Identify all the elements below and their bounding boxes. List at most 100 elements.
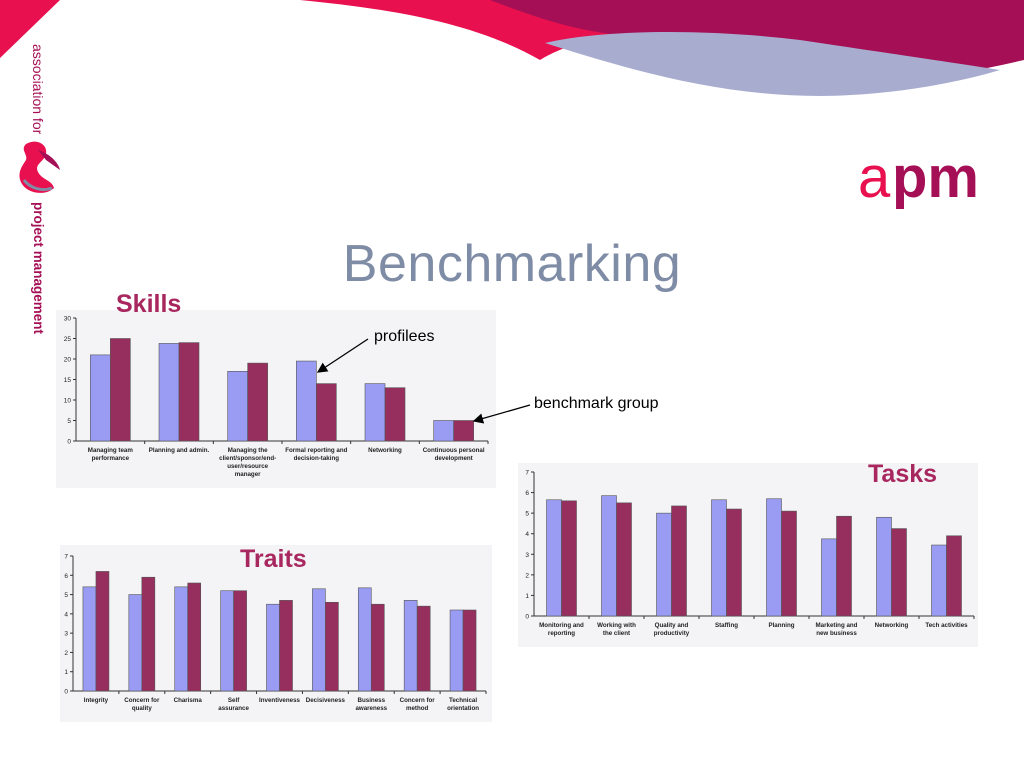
bar-benchmark <box>616 502 632 617</box>
x-tick-label: Planning and admin. <box>149 447 210 454</box>
y-tick-label: 10 <box>64 398 72 405</box>
heron-logo-icon <box>19 141 60 193</box>
x-tick-label: orientation <box>447 705 479 712</box>
x-tick-label: Quality and <box>655 622 689 629</box>
x-tick-label: Self <box>228 697 240 704</box>
y-tick-label: 5 <box>64 592 68 599</box>
tasks-label: Tasks <box>868 460 938 488</box>
x-tick-label: Technical <box>449 697 477 704</box>
x-tick-label: Managing the <box>228 447 268 454</box>
x-tick-label: awareness <box>355 705 387 712</box>
bar-benchmark <box>141 576 156 692</box>
x-tick-label: client/sponsor/end- <box>219 455 276 462</box>
bar-profilees <box>931 544 947 617</box>
x-tick-label: Marketing and <box>816 622 858 629</box>
x-tick-label: productivity <box>654 630 690 637</box>
bar-benchmark <box>946 535 962 617</box>
x-tick-label: Decisiveness <box>306 697 346 704</box>
x-tick-label: Inventiveness <box>259 697 300 704</box>
y-tick-label: 15 <box>64 377 72 384</box>
bar-benchmark <box>370 603 385 692</box>
bar-profilees <box>821 538 837 617</box>
y-tick-label: 20 <box>64 357 72 364</box>
tasks-chart-panel: 0 1 2 3 4 5 6 7 Monitoring and reporting Working w… <box>518 463 978 647</box>
y-tick-label: 5 <box>525 511 529 518</box>
x-tick-label: Formal reporting and <box>285 447 347 454</box>
bar-benchmark <box>781 510 797 617</box>
x-tick-label: new business <box>816 630 857 637</box>
y-tick-label: 7 <box>525 470 529 477</box>
x-tick-label: Concern for <box>400 697 436 704</box>
skills-label: Skills <box>116 290 182 318</box>
x-tick-label: reporting <box>548 630 575 637</box>
logo-pm: pm <box>892 145 979 210</box>
x-tick-label: Networking <box>875 622 909 629</box>
x-tick-label: Staffing <box>715 622 738 629</box>
y-tick-label: 6 <box>525 490 529 497</box>
bar-profilees <box>266 603 280 692</box>
x-tick-label: Planning <box>768 622 794 629</box>
bar-profilees <box>174 586 189 692</box>
bar-profilees <box>128 594 143 692</box>
x-tick-label: method <box>406 705 429 712</box>
bar-profilees <box>357 587 372 692</box>
skills-chart-panel: 0 5 10 15 20 25 30 Managing team performance Plan… <box>56 310 496 488</box>
bar-profilees <box>90 354 111 442</box>
y-tick-label: 1 <box>525 593 529 600</box>
bar-benchmark <box>462 609 477 692</box>
bar-profilees <box>656 512 672 617</box>
callout-benchmark: benchmark group <box>534 395 659 412</box>
bar-profilees <box>296 360 317 442</box>
bar-profilees <box>449 609 464 692</box>
x-tick-label: Networking <box>368 447 402 454</box>
bar-benchmark <box>384 387 406 442</box>
y-tick-label: 25 <box>64 336 72 343</box>
x-tick-label: manager <box>235 471 261 478</box>
traits-chart-panel: 0 1 2 3 4 5 6 7 Integrity Concern for quality Chari… <box>60 545 492 722</box>
bar-profilees <box>158 343 180 442</box>
bar-profilees <box>227 370 248 442</box>
bar-profilees <box>711 499 727 617</box>
x-tick-label: Monitoring and <box>539 622 584 629</box>
y-tick-label: 3 <box>525 552 529 559</box>
bar-benchmark <box>178 342 200 442</box>
bar-profilees <box>364 383 386 442</box>
x-tick-label: Tech activities <box>925 622 968 629</box>
x-tick-label: Continuous personal <box>423 447 485 454</box>
bar-profilees <box>876 516 892 617</box>
y-tick-label: 4 <box>64 611 68 618</box>
brand-side-top: association for <box>30 44 46 135</box>
bar-benchmark <box>187 582 202 692</box>
y-tick-label: 0 <box>64 689 68 696</box>
y-tick-label: 30 <box>64 316 72 323</box>
y-tick-label: 2 <box>525 572 529 579</box>
bar-benchmark <box>726 508 742 617</box>
bar-benchmark <box>316 383 337 442</box>
y-tick-label: 3 <box>64 631 68 638</box>
header-swoosh <box>0 0 1024 110</box>
bar-benchmark <box>325 601 339 692</box>
x-tick-label: quality <box>132 705 152 712</box>
bar-benchmark <box>416 605 431 692</box>
x-tick-label: the client <box>603 630 630 637</box>
header-left-wedge <box>0 0 60 58</box>
x-tick-label: Managing team <box>88 447 134 454</box>
apm-logo: a pm <box>858 145 988 212</box>
x-tick-label: assurance <box>218 705 249 712</box>
x-tick-label: Business <box>358 697 386 704</box>
bar-profilees <box>766 498 782 617</box>
y-tick-label: 5 <box>67 418 71 425</box>
logo-a: a <box>858 145 891 210</box>
bar-benchmark <box>95 571 110 692</box>
bar-benchmark <box>671 505 687 617</box>
bar-benchmark <box>453 420 474 442</box>
x-tick-label: Charisma <box>174 697 203 704</box>
x-tick-label: Integrity <box>84 697 109 704</box>
x-tick-label: Concern for <box>124 697 160 704</box>
bar-profilees <box>312 588 326 692</box>
bar-profilees <box>82 586 97 692</box>
traits-label: Traits <box>240 545 307 573</box>
bar-profilees <box>220 590 234 692</box>
